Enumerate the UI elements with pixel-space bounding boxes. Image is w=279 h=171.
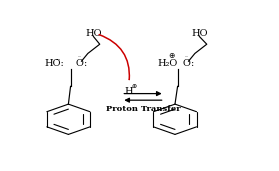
FancyArrowPatch shape <box>99 35 129 80</box>
Text: ··: ·· <box>77 54 81 59</box>
Text: ··: ·· <box>184 54 188 59</box>
Text: O: O <box>182 60 190 68</box>
Text: O: O <box>75 60 83 68</box>
Text: Proton Transfer: Proton Transfer <box>106 105 180 113</box>
Text: HO: HO <box>85 29 102 38</box>
Text: :: : <box>191 60 194 68</box>
Text: HO: HO <box>191 29 208 38</box>
Text: H₂O: H₂O <box>157 60 177 68</box>
Text: ⊕: ⊕ <box>131 84 136 89</box>
Text: ⊕: ⊕ <box>169 51 175 60</box>
Text: HÖ:: HÖ: <box>45 60 64 68</box>
Text: :: : <box>83 60 87 68</box>
Text: H: H <box>125 87 133 96</box>
